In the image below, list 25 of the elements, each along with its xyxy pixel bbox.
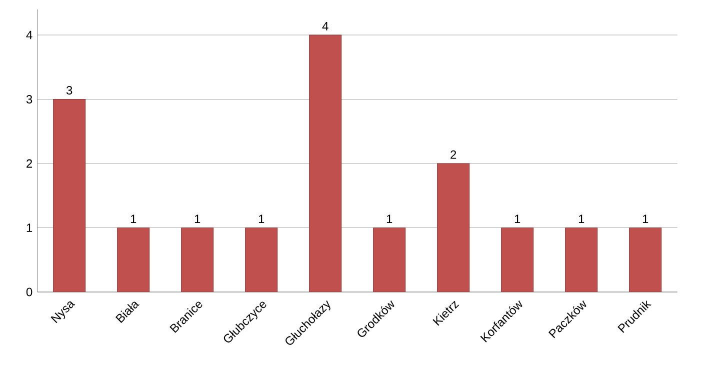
bar xyxy=(501,227,534,292)
bar xyxy=(309,34,342,292)
y-tick-label: 1 xyxy=(26,224,32,232)
bar xyxy=(245,227,278,292)
data-label: 1 xyxy=(514,214,520,224)
bar xyxy=(53,98,86,292)
y-tick-label: 4 xyxy=(26,30,32,40)
data-label: 1 xyxy=(386,214,392,224)
bar xyxy=(437,163,470,292)
data-label: 4 xyxy=(322,22,328,30)
data-label: 1 xyxy=(578,214,584,224)
bar xyxy=(117,227,150,292)
bar xyxy=(565,227,598,292)
y-tick-label: 0 xyxy=(26,288,32,296)
data-label: 1 xyxy=(642,214,648,224)
data-label: 2 xyxy=(450,150,456,159)
y-tick-label: 2 xyxy=(26,159,32,168)
y-tick-label: 3 xyxy=(26,95,32,104)
data-label: 1 xyxy=(258,214,264,224)
bar xyxy=(629,227,662,292)
data-label: 1 xyxy=(130,214,136,224)
bar xyxy=(373,227,406,292)
data-label: 1 xyxy=(194,214,200,224)
data-label: 3 xyxy=(66,86,72,95)
bar xyxy=(181,227,214,292)
